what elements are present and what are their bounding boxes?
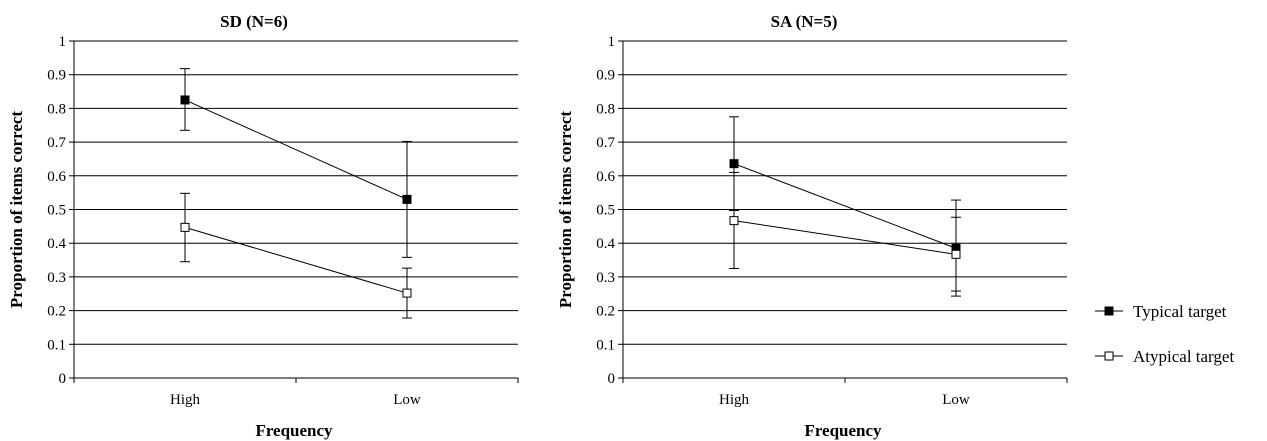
y-tick-label: 0.9 — [47, 68, 66, 84]
y-tick-label: 0.6 — [596, 169, 615, 185]
y-tick-label: 0 — [59, 371, 67, 387]
y-tick-label: 1 — [59, 34, 67, 50]
legend-marker-open-square — [1104, 351, 1114, 361]
y-tick-label: 0.6 — [47, 169, 66, 185]
series-line — [184, 99, 408, 200]
data-point-open-square — [402, 288, 412, 298]
y-tick-label: 0 — [608, 371, 616, 387]
data-point-filled-square — [402, 194, 412, 204]
series-atypical-target — [180, 192, 412, 319]
y-tick-label: 0.7 — [47, 135, 66, 151]
chart-title: SA (N=5) — [771, 12, 838, 31]
y-tick-label: 0.2 — [47, 304, 66, 320]
y-axis-label: Proportion of items correct — [7, 111, 26, 308]
legend-item-atypical-target: Atypical target — [1095, 347, 1234, 366]
series-atypical-target — [729, 171, 961, 292]
legend-marker-filled-square — [1104, 306, 1114, 316]
y-tick-label: 0.8 — [47, 101, 66, 117]
y-tick-label: 1 — [608, 34, 616, 50]
x-tick-label: Low — [942, 392, 970, 408]
y-tick-label: 0.1 — [47, 337, 66, 353]
x-tick-label: High — [719, 392, 750, 408]
legend-label: Typical target — [1133, 302, 1227, 321]
y-axis-label: Proportion of items correct — [556, 111, 575, 308]
legend-label: Atypical target — [1133, 347, 1234, 366]
series-typical-target — [729, 116, 961, 297]
x-axis-label: Frequency — [255, 421, 333, 440]
series-typical-target — [180, 68, 412, 258]
data-point-filled-square — [180, 95, 190, 105]
y-tick-label: 0.1 — [596, 337, 615, 353]
series-line — [184, 226, 408, 294]
chart-panel-2: SA (N=5) 0 0.1 0.2 0.3 0.4 0.5 0.6 0.7 0.8 0.9 1 Hig… — [556, 12, 1068, 440]
y-tick-label: 0.4 — [47, 236, 66, 252]
data-point-filled-square — [729, 159, 739, 169]
legend: Typical target Atypical target — [1095, 302, 1234, 366]
data-point-open-square — [951, 249, 961, 259]
y-tick-label: 0.5 — [47, 203, 66, 219]
series-line — [733, 220, 957, 255]
x-axis-label: Frequency — [804, 421, 882, 440]
y-tick-label: 0.8 — [596, 101, 615, 117]
legend-item-typical-target: Typical target — [1095, 302, 1227, 321]
y-tick-label: 0.9 — [596, 68, 615, 84]
y-tick-label: 0.3 — [596, 270, 615, 286]
data-point-open-square — [729, 216, 739, 226]
y-tick-label: 0.4 — [596, 236, 615, 252]
chart-panel-1: SD (N=6) 0 0.1 0.2 0.3 0.4 0.5 0.6 0.7 0.8 0.9 1 Hig… — [7, 12, 519, 440]
y-tick-label: 0.3 — [47, 270, 66, 286]
x-tick-label: Low — [393, 392, 421, 408]
data-point-open-square — [180, 222, 190, 232]
series-line — [733, 163, 957, 249]
y-tick-label: 0.2 — [596, 304, 615, 320]
y-tick-label: 0.5 — [596, 203, 615, 219]
x-tick-label: High — [170, 392, 201, 408]
chart-title: SD (N=6) — [220, 12, 288, 31]
y-tick-label: 0.7 — [596, 135, 615, 151]
